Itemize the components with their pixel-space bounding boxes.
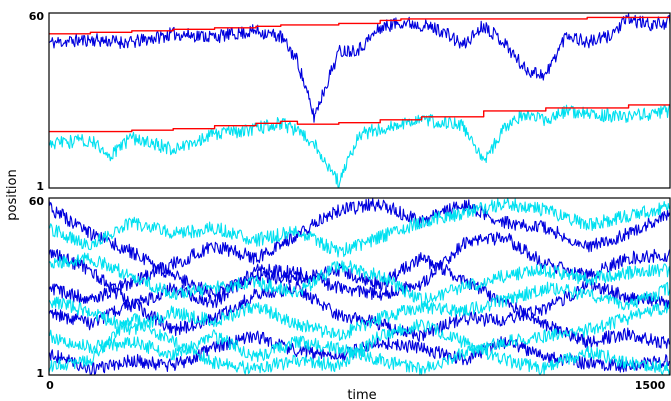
trajectory-line-3 [49, 104, 670, 188]
bottom-panel [48, 197, 671, 376]
trajectory-line-10 [49, 313, 670, 375]
xtick-end: 1500 [635, 379, 666, 392]
trajectory-line-7 [49, 252, 670, 307]
trajectory-line-1 [49, 200, 670, 350]
x-axis-label: time [347, 388, 376, 401]
xtick-start: 0 [46, 379, 54, 392]
bottom-ytick-min: 1 [36, 367, 44, 380]
trajectory-line-6 [49, 198, 670, 258]
running-max-line-4 [49, 104, 670, 133]
top-panel [48, 12, 671, 189]
trajectory-line-3 [49, 278, 670, 343]
y-axis-label: position [5, 169, 20, 221]
bottom-ytick-max: 60 [29, 195, 45, 208]
top-ytick-min: 1 [36, 180, 44, 193]
plot-frame [48, 197, 671, 376]
running-max-line-2 [49, 16, 670, 35]
top-ytick-max: 60 [29, 10, 45, 23]
plot-frame [48, 12, 671, 189]
trajectory-line-1 [49, 13, 670, 123]
trajectory-line-5 [49, 198, 670, 304]
trajectory-line-8 [49, 281, 670, 341]
